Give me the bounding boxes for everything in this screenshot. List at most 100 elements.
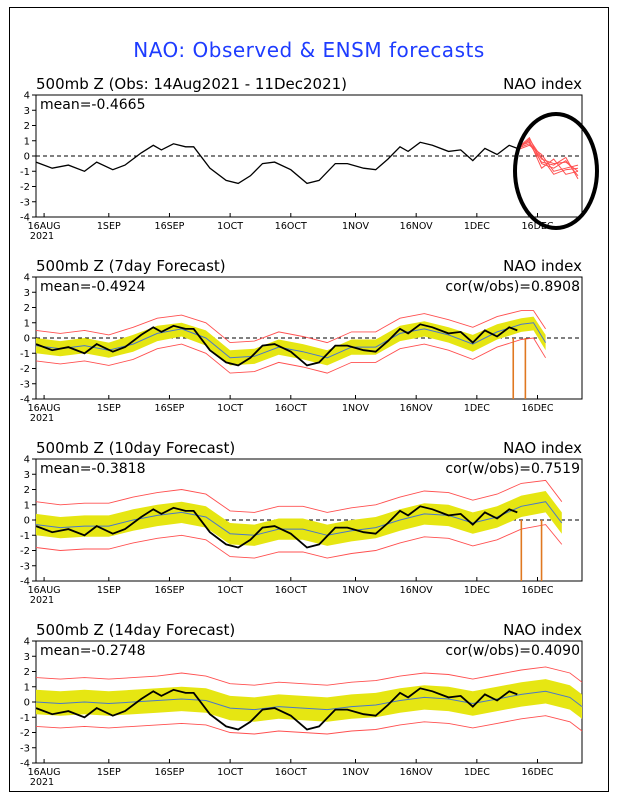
x-tick-label: 1OCT: [217, 767, 243, 778]
y-tick-label: -1: [20, 167, 30, 178]
x-tick-label: 16SEP: [155, 767, 185, 778]
y-tick-label: 0: [24, 516, 30, 527]
figure-frame: [9, 7, 609, 792]
x-tick-label: 1DEC: [464, 767, 490, 778]
y-tick-label: -4: [20, 577, 30, 588]
member-lower-line: [35, 524, 563, 559]
y-tick-label: -3: [20, 197, 30, 208]
x-tick-label: 16DEC: [521, 221, 553, 232]
y-tick-label: -4: [20, 213, 30, 224]
y-tick-label: 1: [24, 136, 30, 147]
y-tick-label: 1: [24, 682, 30, 693]
figure-title: NAO: Observed & ENSM forecasts: [133, 38, 485, 62]
spread-band: [36, 679, 582, 722]
y-tick-label: -1: [20, 713, 30, 724]
x-tick-label: 1NOV: [342, 221, 369, 232]
panel-d7: 500mb Z (7day Forecast) NAO index 4 3 2 1 0 -1 -…: [20, 257, 583, 424]
x-year-label: 2021: [30, 595, 54, 606]
x-tick-label: 1NOV: [342, 767, 369, 778]
x-tick-label: 1NOV: [342, 403, 369, 414]
x-tick-label: 1SEP: [97, 221, 121, 232]
member-lower-line: [35, 715, 583, 735]
correlation-label: cor(w/obs)=0.4090: [445, 643, 580, 659]
y-tick-label: 0: [24, 152, 30, 163]
x-tick-label: 1SEP: [97, 767, 121, 778]
panel-d10: 500mb Z (10day Forecast) NAO index 4 3 2 1 0 -1…: [20, 439, 583, 606]
panel-obs: 500mb Z (Obs: 14Aug2021 - 11Dec2021) NAO …: [20, 75, 599, 242]
y-tick-label: 3: [24, 470, 30, 481]
x-tick-label: 1OCT: [217, 403, 243, 414]
y-tick-label: -3: [20, 379, 30, 390]
mean-label: mean=-0.4665: [40, 97, 145, 113]
panel-title: 500mb Z (14day Forecast): [36, 621, 235, 639]
y-tick-label: 4: [24, 91, 30, 102]
index-label: NAO index: [503, 439, 582, 457]
x-tick-label: 16OCT: [275, 767, 307, 778]
y-tick-label: 4: [24, 455, 30, 466]
member-upper-line: [35, 479, 563, 513]
index-label: NAO index: [503, 257, 582, 275]
spread-band: [36, 316, 546, 366]
y-tick-label: -2: [20, 364, 30, 375]
x-tick-label: 16SEP: [155, 403, 185, 414]
observed-line: [35, 141, 518, 185]
x-year-label: 2021: [30, 231, 54, 242]
spread-band: [36, 491, 562, 546]
panel-title: 500mb Z (7day Forecast): [36, 257, 226, 275]
x-tick-label: 16OCT: [275, 403, 307, 414]
correlation-label: cor(w/obs)=0.8908: [445, 279, 580, 295]
mean-label: mean=-0.4924: [40, 279, 146, 295]
observed-line: [35, 505, 518, 549]
x-tick-label: 16NOV: [400, 767, 434, 778]
y-tick-label: -1: [20, 349, 30, 360]
y-tick-label: 3: [24, 106, 30, 117]
y-tick-label: 4: [24, 273, 30, 284]
index-label: NAO index: [503, 75, 582, 93]
x-year-label: 2021: [30, 413, 54, 424]
x-tick-label: 1OCT: [217, 585, 243, 596]
panel-d14: 500mb Z (14day Forecast) NAO index 4 3 2 1 0 -1…: [20, 621, 583, 788]
y-tick-label: 0: [24, 334, 30, 345]
y-tick-label: 2: [24, 121, 30, 132]
y-tick-label: -2: [20, 728, 30, 739]
y-tick-label: -2: [20, 546, 30, 557]
y-tick-label: -4: [20, 759, 30, 770]
annotation-ellipse: [513, 112, 599, 230]
y-tick-label: 3: [24, 652, 30, 663]
x-tick-label: 16NOV: [400, 403, 434, 414]
x-tick-label: 16OCT: [275, 221, 307, 232]
forecast-member-line: [516, 138, 579, 175]
correlation-label: cor(w/obs)=0.7519: [445, 461, 580, 477]
y-tick-label: 4: [24, 637, 30, 648]
x-tick-label: 16AUG: [28, 585, 61, 596]
observed-line: [35, 323, 518, 367]
x-tick-label: 1SEP: [97, 403, 121, 414]
x-tick-label: 16SEP: [155, 585, 185, 596]
x-tick-label: 16DEC: [521, 767, 553, 778]
mean-label: mean=-0.3818: [40, 461, 145, 477]
x-tick-label: 16OCT: [275, 585, 307, 596]
member-upper-line: [35, 666, 583, 686]
y-tick-label: -3: [20, 561, 30, 572]
x-tick-label: 16DEC: [521, 403, 553, 414]
y-tick-label: 3: [24, 288, 30, 299]
x-tick-label: 1DEC: [464, 221, 490, 232]
y-tick-label: 0: [24, 698, 30, 709]
y-tick-label: 2: [24, 485, 30, 496]
observed-line: [35, 687, 518, 731]
y-tick-label: -1: [20, 531, 30, 542]
x-tick-label: 1DEC: [464, 403, 490, 414]
x-tick-label: 16DEC: [521, 585, 553, 596]
x-tick-label: 16SEP: [155, 221, 185, 232]
y-tick-label: -2: [20, 182, 30, 193]
mean-label: mean=-0.2748: [40, 643, 145, 659]
y-tick-label: 1: [24, 318, 30, 329]
x-tick-label: 1NOV: [342, 585, 369, 596]
x-tick-label: 16AUG: [28, 767, 61, 778]
y-tick-label: 1: [24, 500, 30, 511]
panel-title: 500mb Z (10day Forecast): [36, 439, 235, 457]
y-tick-label: 2: [24, 303, 30, 314]
y-tick-label: 2: [24, 667, 30, 678]
x-tick-label: 1DEC: [464, 585, 490, 596]
